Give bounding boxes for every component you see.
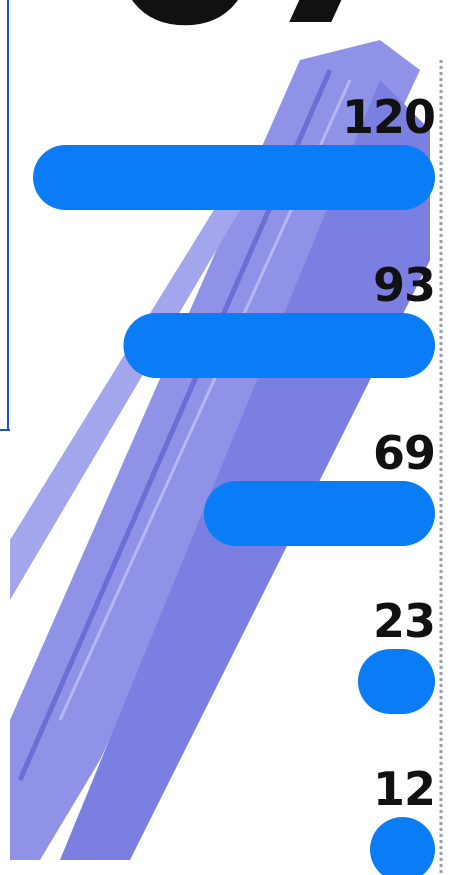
bar: [357, 649, 435, 714]
value-label: 23: [373, 594, 435, 648]
background-crane: [10, 40, 443, 875]
bar: [370, 817, 435, 875]
bar: [33, 145, 435, 210]
bar: [123, 313, 435, 378]
value-label: 69: [373, 426, 435, 480]
value-label: 93: [373, 258, 435, 312]
bar: [203, 481, 435, 546]
chart-title: 07: [105, 0, 405, 77]
value-label: 120: [342, 90, 435, 144]
value-label: 12: [373, 762, 435, 816]
